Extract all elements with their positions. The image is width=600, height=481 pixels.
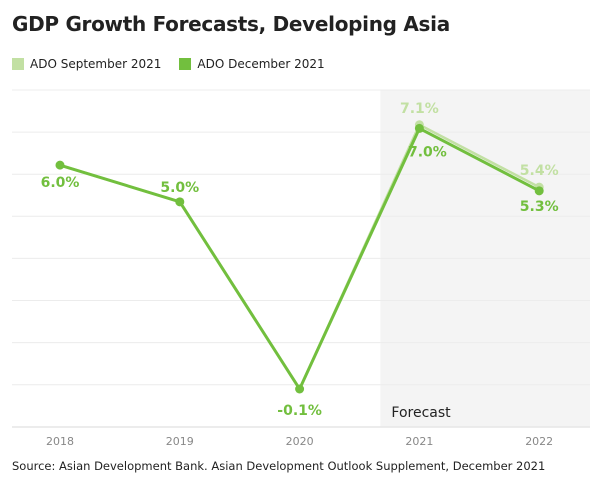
x-tick-label: 2021 [405, 435, 433, 448]
legend-label: ADO December 2021 [197, 57, 325, 71]
data-point [295, 384, 305, 394]
forecast-label: Forecast [391, 405, 451, 421]
legend-swatch [12, 58, 24, 70]
data-label: 6.0% [41, 175, 80, 191]
legend-item-december: ADO December 2021 [179, 57, 325, 71]
data-point [175, 197, 185, 207]
data-label: -0.1% [277, 403, 322, 419]
legend: ADO September 2021 ADO December 2021 [12, 57, 325, 71]
chart-title: GDP Growth Forecasts, Developing Asia [12, 12, 450, 36]
x-tick-label: 2022 [525, 435, 553, 448]
x-tick-label: 2020 [286, 435, 314, 448]
data-label: 7.1% [400, 101, 439, 117]
data-label: 7.0% [408, 144, 447, 160]
data-point [414, 123, 424, 133]
legend-swatch [179, 58, 192, 70]
data-point [534, 186, 544, 196]
data-label: 5.4% [520, 163, 559, 179]
data-label: 5.0% [160, 180, 199, 196]
x-tick-label: 2019 [166, 435, 194, 448]
source-note: Source: Asian Development Bank. Asian De… [12, 459, 546, 473]
legend-item-september: ADO September 2021 [12, 57, 161, 71]
data-point [55, 160, 65, 170]
legend-label: ADO September 2021 [30, 57, 162, 71]
data-label: 5.3% [520, 199, 559, 215]
x-tick-label: 2018 [46, 435, 74, 448]
